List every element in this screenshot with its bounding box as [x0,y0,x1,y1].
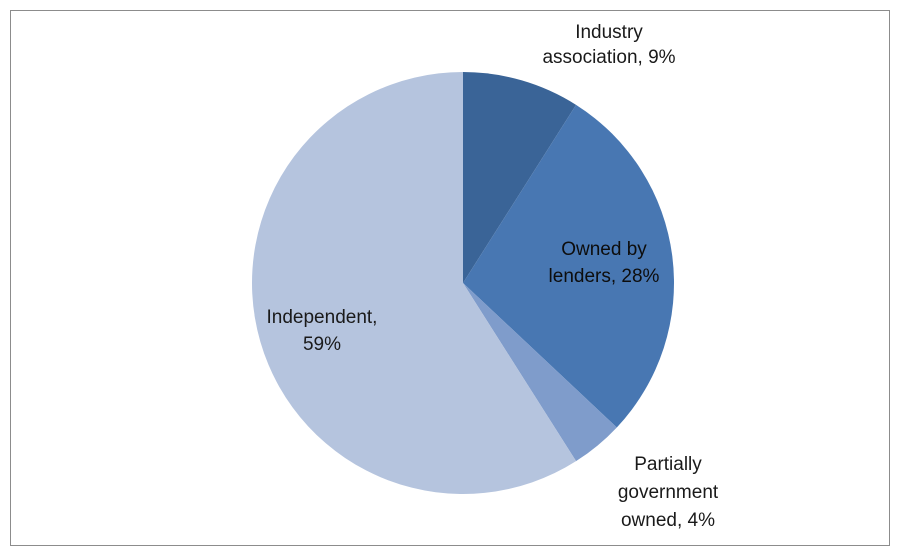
data-label-line: Independent, [267,307,378,328]
data-label-line: association, 9% [542,47,675,68]
data-label-line: Partially [634,454,702,475]
pie-labels: Industry association, 9% Owned by lenders, … [267,22,719,531]
pie-slice-industry-association [463,72,577,283]
data-label-industry-association: Industry association, 9% [542,22,675,68]
data-label-independent: Independent, 59% [267,307,378,355]
data-label-line: Industry [575,22,643,43]
data-label-line: government [618,482,719,503]
pie-slices [252,72,675,494]
data-label-line: Owned by [561,239,647,260]
pie-slice-owned-by-lenders [463,104,675,428]
data-label-line: 59% [303,334,341,355]
data-label-line: lenders, 28% [549,266,660,287]
data-label-partially-government-owned: Partially government owned, 4% [618,454,719,531]
pie-slice-independent [252,72,577,494]
data-label-owned-by-lenders: Owned by lenders, 28% [549,239,660,287]
data-label-line: owned, 4% [621,510,715,531]
pie-slice-partially-government-owned [463,283,617,462]
